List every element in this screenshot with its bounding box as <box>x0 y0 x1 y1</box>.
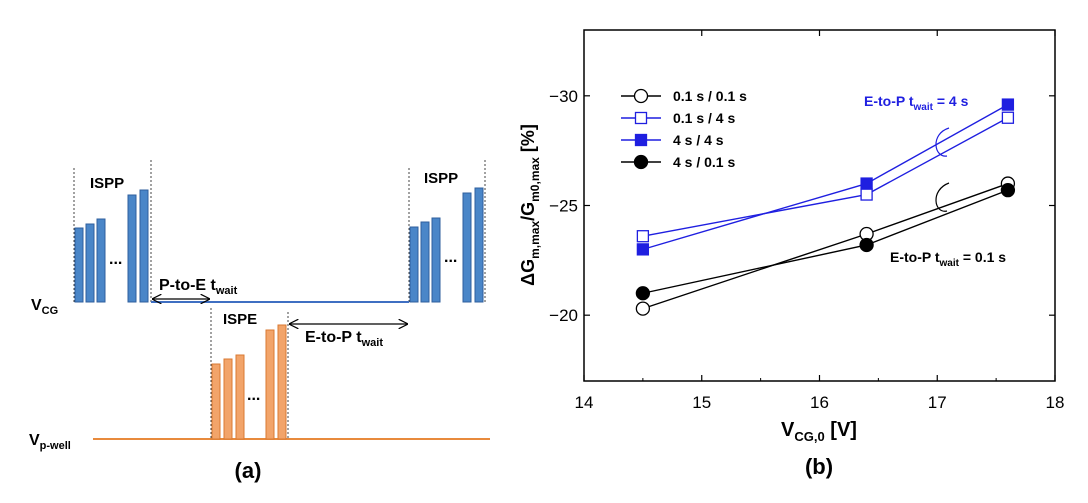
plot-frame <box>583 29 1056 382</box>
series-2 <box>636 111 1015 243</box>
series-4 <box>635 182 1016 301</box>
series-line <box>642 189 1009 294</box>
ispe-pulses <box>211 324 287 440</box>
legend-marker <box>634 133 648 147</box>
x-tick-label: 15 <box>692 393 711 412</box>
legend-label: 0.1 s / 0.1 s <box>673 88 747 104</box>
y-ticks: −20 −25 −30 <box>549 87 1055 325</box>
legend-item: 0.1 s / 0.1 s <box>621 88 747 104</box>
bracket-upper <box>935 127 950 157</box>
panel-b-chart: 14 15 16 17 18 −20−25−30 0.1 s / 0.1 s0.1 s … <box>518 29 1065 479</box>
ispe-label: ISPE <box>223 311 257 328</box>
ptoe-label: P-to-E twait <box>159 277 238 297</box>
guide-lines <box>73 160 486 440</box>
ispe-dots: ... <box>247 387 260 404</box>
ispp-right-label: ISPP <box>424 170 458 187</box>
ispp-left-dots: ... <box>109 251 122 268</box>
panel-a-waveform: ... ... ... ISPP ISPP ISPE VCG Vp-well P… <box>29 160 490 483</box>
etop-label: E-to-P twait <box>305 329 383 349</box>
legend-item: 0.1 s / 4 s <box>621 110 735 126</box>
x-ticks: 14 15 16 17 18 <box>575 30 1065 412</box>
y-tick-label: −20 <box>549 306 578 325</box>
vpwell-label: Vp-well <box>29 432 71 452</box>
data-point <box>635 286 651 301</box>
legend-marker <box>633 88 649 104</box>
ispp-right-dots: ... <box>444 249 457 266</box>
legend-item: 4 s / 4 s <box>621 132 724 148</box>
ispp-pulses-right <box>409 187 484 303</box>
panel-a-caption: (a) <box>235 458 262 483</box>
legend-label: 4 s / 0.1 s <box>673 154 735 170</box>
series-group <box>635 98 1016 316</box>
y-tick-label: −25 <box>549 197 578 216</box>
y-tick-label: −30 <box>549 87 578 106</box>
data-point <box>636 230 650 243</box>
ispp-left-label: ISPP <box>90 175 124 192</box>
data-point <box>635 301 651 316</box>
annotation-lower: E-to-P twait = 0.1 s <box>890 249 1006 269</box>
x-tick-label: 14 <box>575 393 594 412</box>
ispp-pulses-left <box>74 189 149 303</box>
series-line <box>642 103 1009 251</box>
x-tick-label: 16 <box>810 393 829 412</box>
data-point <box>1000 182 1016 198</box>
legend-label: 0.1 s / 4 s <box>673 110 735 126</box>
x-axis-title: VCG,0 [V] <box>781 419 857 444</box>
series-3 <box>636 98 1015 256</box>
legend-label: 4 s / 4 s <box>673 132 724 148</box>
data-point <box>1001 111 1015 124</box>
data-point <box>1001 98 1015 111</box>
x-tick-label: 18 <box>1046 393 1065 412</box>
y-axis-title: ΔGm,max/Gm0,max [%] <box>518 124 542 286</box>
panel-b-caption: (b) <box>805 454 833 479</box>
x-tick-label: 17 <box>928 393 947 412</box>
data-point <box>859 237 874 253</box>
vcg-label: VCG <box>31 297 58 317</box>
legend: 0.1 s / 0.1 s 0.1 s / 4 s 4 s / 4 s 4 s / 0… <box>621 88 747 170</box>
data-point <box>860 188 873 201</box>
legend-marker <box>634 111 648 125</box>
series-1 <box>635 176 1016 316</box>
bracket-lower <box>935 182 950 212</box>
data-point <box>636 243 650 256</box>
legend-marker <box>633 154 649 170</box>
data-point <box>860 177 873 190</box>
legend-item: 4 s / 0.1 s <box>621 154 735 170</box>
annotation-upper: E-to-P twait = 4 s <box>864 93 969 113</box>
